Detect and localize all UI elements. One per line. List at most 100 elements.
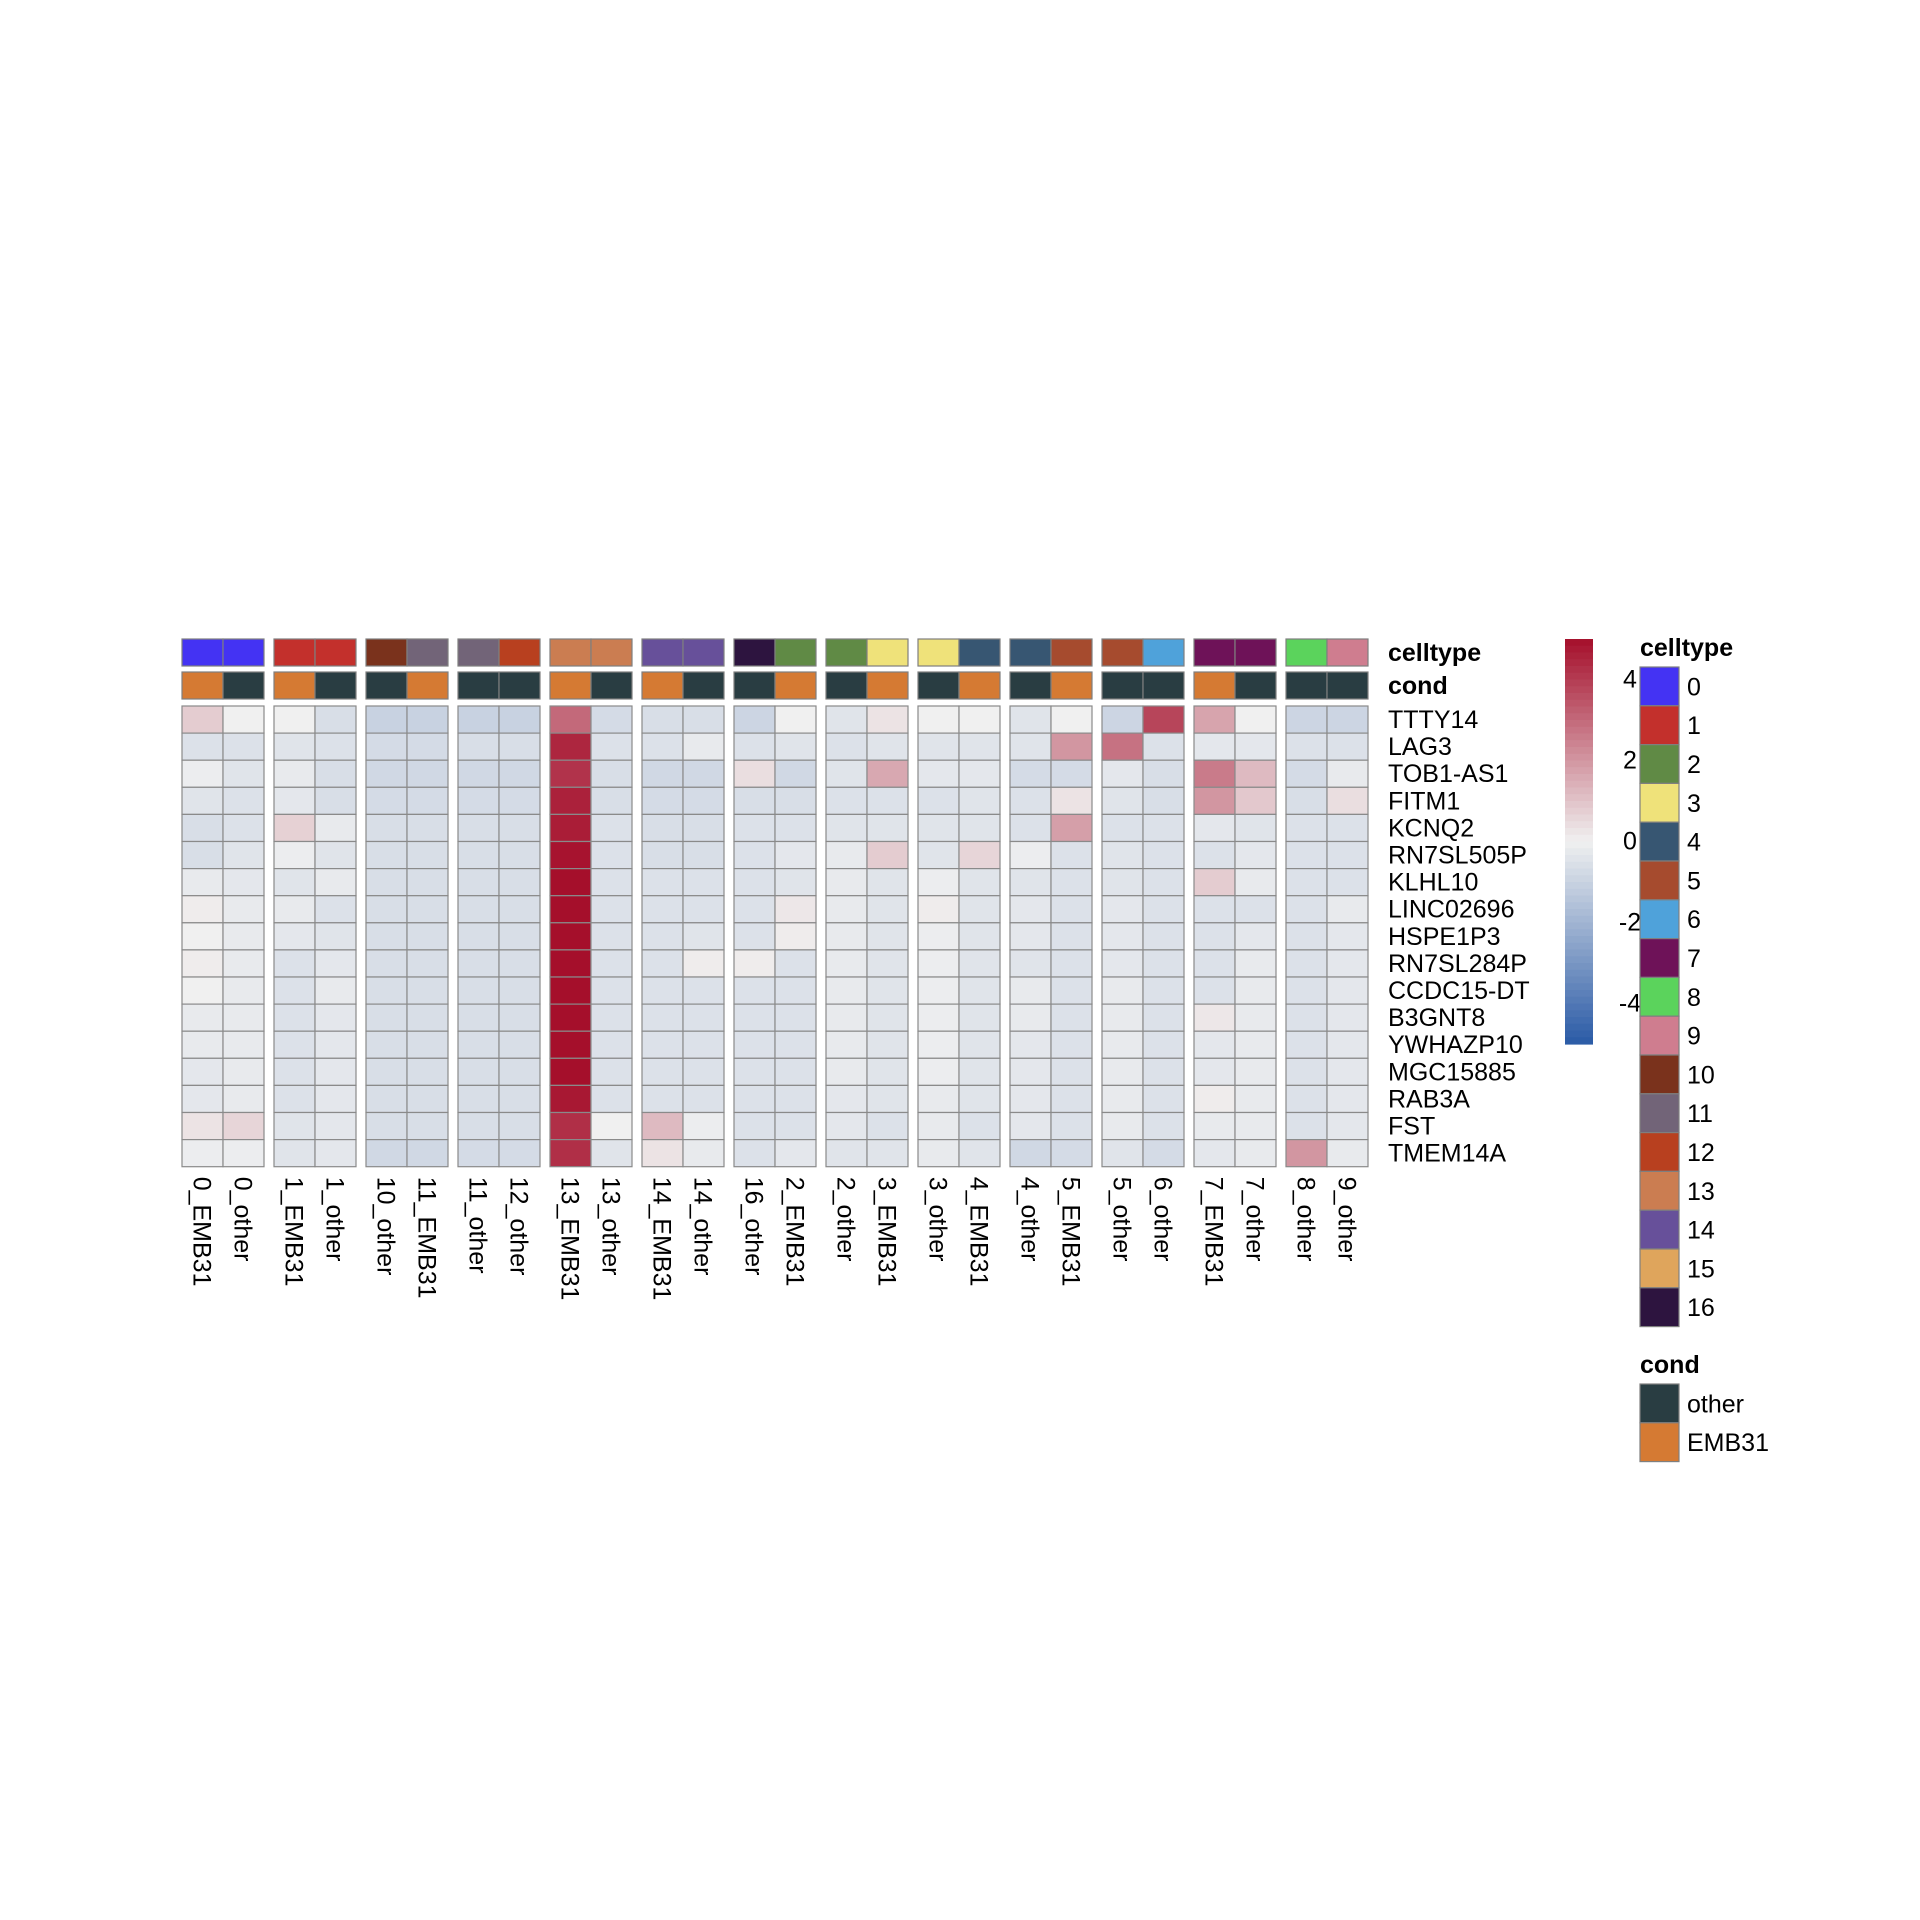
cond-legend-swatch <box>1639 1422 1680 1463</box>
heatmap-cell <box>641 1030 684 1059</box>
heatmap-cell <box>774 759 817 788</box>
column-label: 14_other <box>689 1177 717 1276</box>
colorbar-segment <box>1565 1023 1593 1032</box>
heatmap-cell <box>1326 705 1369 734</box>
heatmap-cell <box>1142 786 1185 815</box>
colorbar-segment <box>1565 956 1593 964</box>
heatmap-cell <box>733 976 776 1005</box>
heatmap-cell <box>1285 1111 1328 1141</box>
celltype-annotation-cell <box>1050 638 1093 667</box>
heatmap-cell <box>641 1084 684 1114</box>
column-label: 7_EMB31 <box>1200 1177 1228 1287</box>
heatmap-cell <box>181 1084 224 1114</box>
heatmap-cell <box>641 895 684 924</box>
heatmap-cell <box>365 1084 408 1114</box>
heatmap-cell <box>1050 759 1093 788</box>
heatmap-cell <box>682 732 725 761</box>
colorbar-segment <box>1565 645 1593 654</box>
colorbar-segment <box>1565 639 1593 647</box>
colorbar-segment <box>1565 895 1593 903</box>
heatmap-cell <box>457 895 500 924</box>
heatmap-cell <box>549 895 592 924</box>
colorbar-segment <box>1565 922 1593 930</box>
heatmap-cell <box>273 1084 316 1114</box>
heatmap-cell <box>1285 732 1328 761</box>
heatmap-cell <box>457 1057 500 1087</box>
heatmap-cell <box>958 1111 1001 1141</box>
colorbar-segment <box>1565 841 1593 849</box>
cond-annotation-cell <box>365 671 408 700</box>
heatmap-cell <box>1050 786 1093 815</box>
heatmap-cell <box>549 840 592 870</box>
heatmap-cell <box>774 1030 817 1059</box>
heatmap-cell <box>825 1030 868 1059</box>
column-label: 8_other <box>1292 1177 1320 1262</box>
heatmap-cell <box>222 976 265 1005</box>
heatmap-cell <box>1009 759 1052 788</box>
heatmap-cell <box>590 867 633 897</box>
heatmap-cell <box>314 922 357 951</box>
heatmap-cell <box>457 1030 500 1059</box>
heatmap-cell <box>590 1003 633 1032</box>
celltype-legend-swatch <box>1639 1093 1680 1134</box>
heatmap-cell <box>314 759 357 788</box>
celltype-legend-label: 2 <box>1687 751 1701 779</box>
heatmap-cell <box>314 813 357 843</box>
heatmap-cell <box>273 732 316 761</box>
cond-annotation-cell <box>222 671 265 700</box>
heatmap-cell <box>273 895 316 924</box>
celltype-annotation-cell <box>1009 638 1052 667</box>
cond-annotation-cell <box>273 671 316 700</box>
colorbar-segment <box>1565 828 1593 836</box>
heatmap-cell <box>866 840 909 870</box>
heatmap-cell <box>181 1111 224 1141</box>
heatmap-cell <box>314 895 357 924</box>
heatmap-cell <box>181 1003 224 1032</box>
heatmap-cell <box>1009 895 1052 924</box>
heatmap-cell <box>958 1003 1001 1032</box>
heatmap-cell <box>774 705 817 734</box>
heatmap-cell <box>406 1138 449 1168</box>
heatmap-cell <box>1142 1030 1185 1059</box>
heatmap-cell <box>682 922 725 951</box>
cond-legend-swatch <box>1639 1383 1680 1424</box>
heatmap-cell <box>1142 1057 1185 1087</box>
row-label: FITM1 <box>1388 787 1460 815</box>
heatmap-cell <box>774 732 817 761</box>
heatmap-cell <box>273 705 316 734</box>
row-label: KLHL10 <box>1388 869 1478 897</box>
cond-annotation-cell <box>1142 671 1185 700</box>
colorbar-segment <box>1565 861 1593 870</box>
row-label: KCNQ2 <box>1388 814 1474 842</box>
heatmap-cell <box>273 976 316 1005</box>
cond-annotation-cell <box>406 671 449 700</box>
heatmap-cell <box>222 1111 265 1141</box>
heatmap-cell <box>181 759 224 788</box>
heatmap-cell <box>365 732 408 761</box>
colorbar-segment <box>1565 1030 1593 1038</box>
cond-annotation-title: cond <box>1388 672 1448 700</box>
celltype-legend-label: 1 <box>1687 712 1701 740</box>
heatmap-cell <box>1009 1084 1052 1114</box>
colorbar-segment <box>1565 666 1593 674</box>
colorbar-segment <box>1565 848 1593 856</box>
celltype-legend-label: 14 <box>1687 1217 1715 1245</box>
colorbar-segment <box>1565 983 1593 991</box>
celltype-legend-swatch <box>1639 976 1680 1017</box>
heatmap-cell <box>590 949 633 978</box>
heatmap-cell <box>917 895 960 924</box>
heatmap-cell <box>1009 705 1052 734</box>
column-label: 1_EMB31 <box>280 1177 308 1287</box>
heatmap-cell <box>590 759 633 788</box>
cond-annotation-cell <box>498 671 541 700</box>
heatmap-cell <box>1101 1057 1144 1087</box>
heatmap-cell <box>866 949 909 978</box>
cond-annotation-cell <box>457 671 500 700</box>
heatmap-cell <box>1101 705 1144 734</box>
heatmap-cell <box>958 705 1001 734</box>
heatmap-cell <box>457 949 500 978</box>
heatmap-cell <box>733 895 776 924</box>
heatmap-cell <box>406 732 449 761</box>
celltype-legend-swatch <box>1639 743 1680 784</box>
heatmap-cell <box>314 732 357 761</box>
